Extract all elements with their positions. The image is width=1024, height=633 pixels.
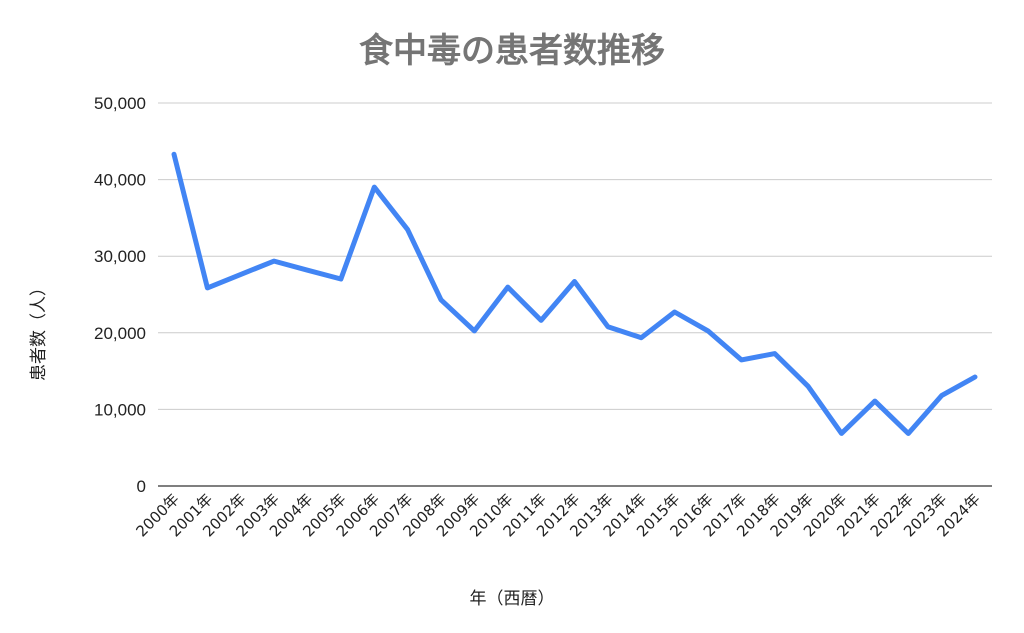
gridlines <box>158 102 992 487</box>
y-axis-ticks: 0 10,000 20,000 30,000 40,000 50,000 <box>94 94 146 496</box>
y-axis-title: 患者数（人） <box>29 279 49 381</box>
chart-title: 食中毒の患者数推移 <box>359 31 665 71</box>
x-axis-ticks: 2000年2001年2002年2003年2004年2005年2006年2007年… <box>132 490 983 540</box>
series-layer <box>171 151 978 436</box>
y-tick-label: 20,000 <box>94 324 146 343</box>
y-tick-label: 50,000 <box>94 94 146 113</box>
y-tick-label: 40,000 <box>94 171 146 190</box>
y-tick-label: 0 <box>137 477 146 496</box>
y-tick-label: 30,000 <box>94 247 146 266</box>
x-axis-title: 年（西暦） <box>470 589 555 609</box>
series-line <box>171 151 978 436</box>
y-tick-label: 10,000 <box>94 400 146 419</box>
